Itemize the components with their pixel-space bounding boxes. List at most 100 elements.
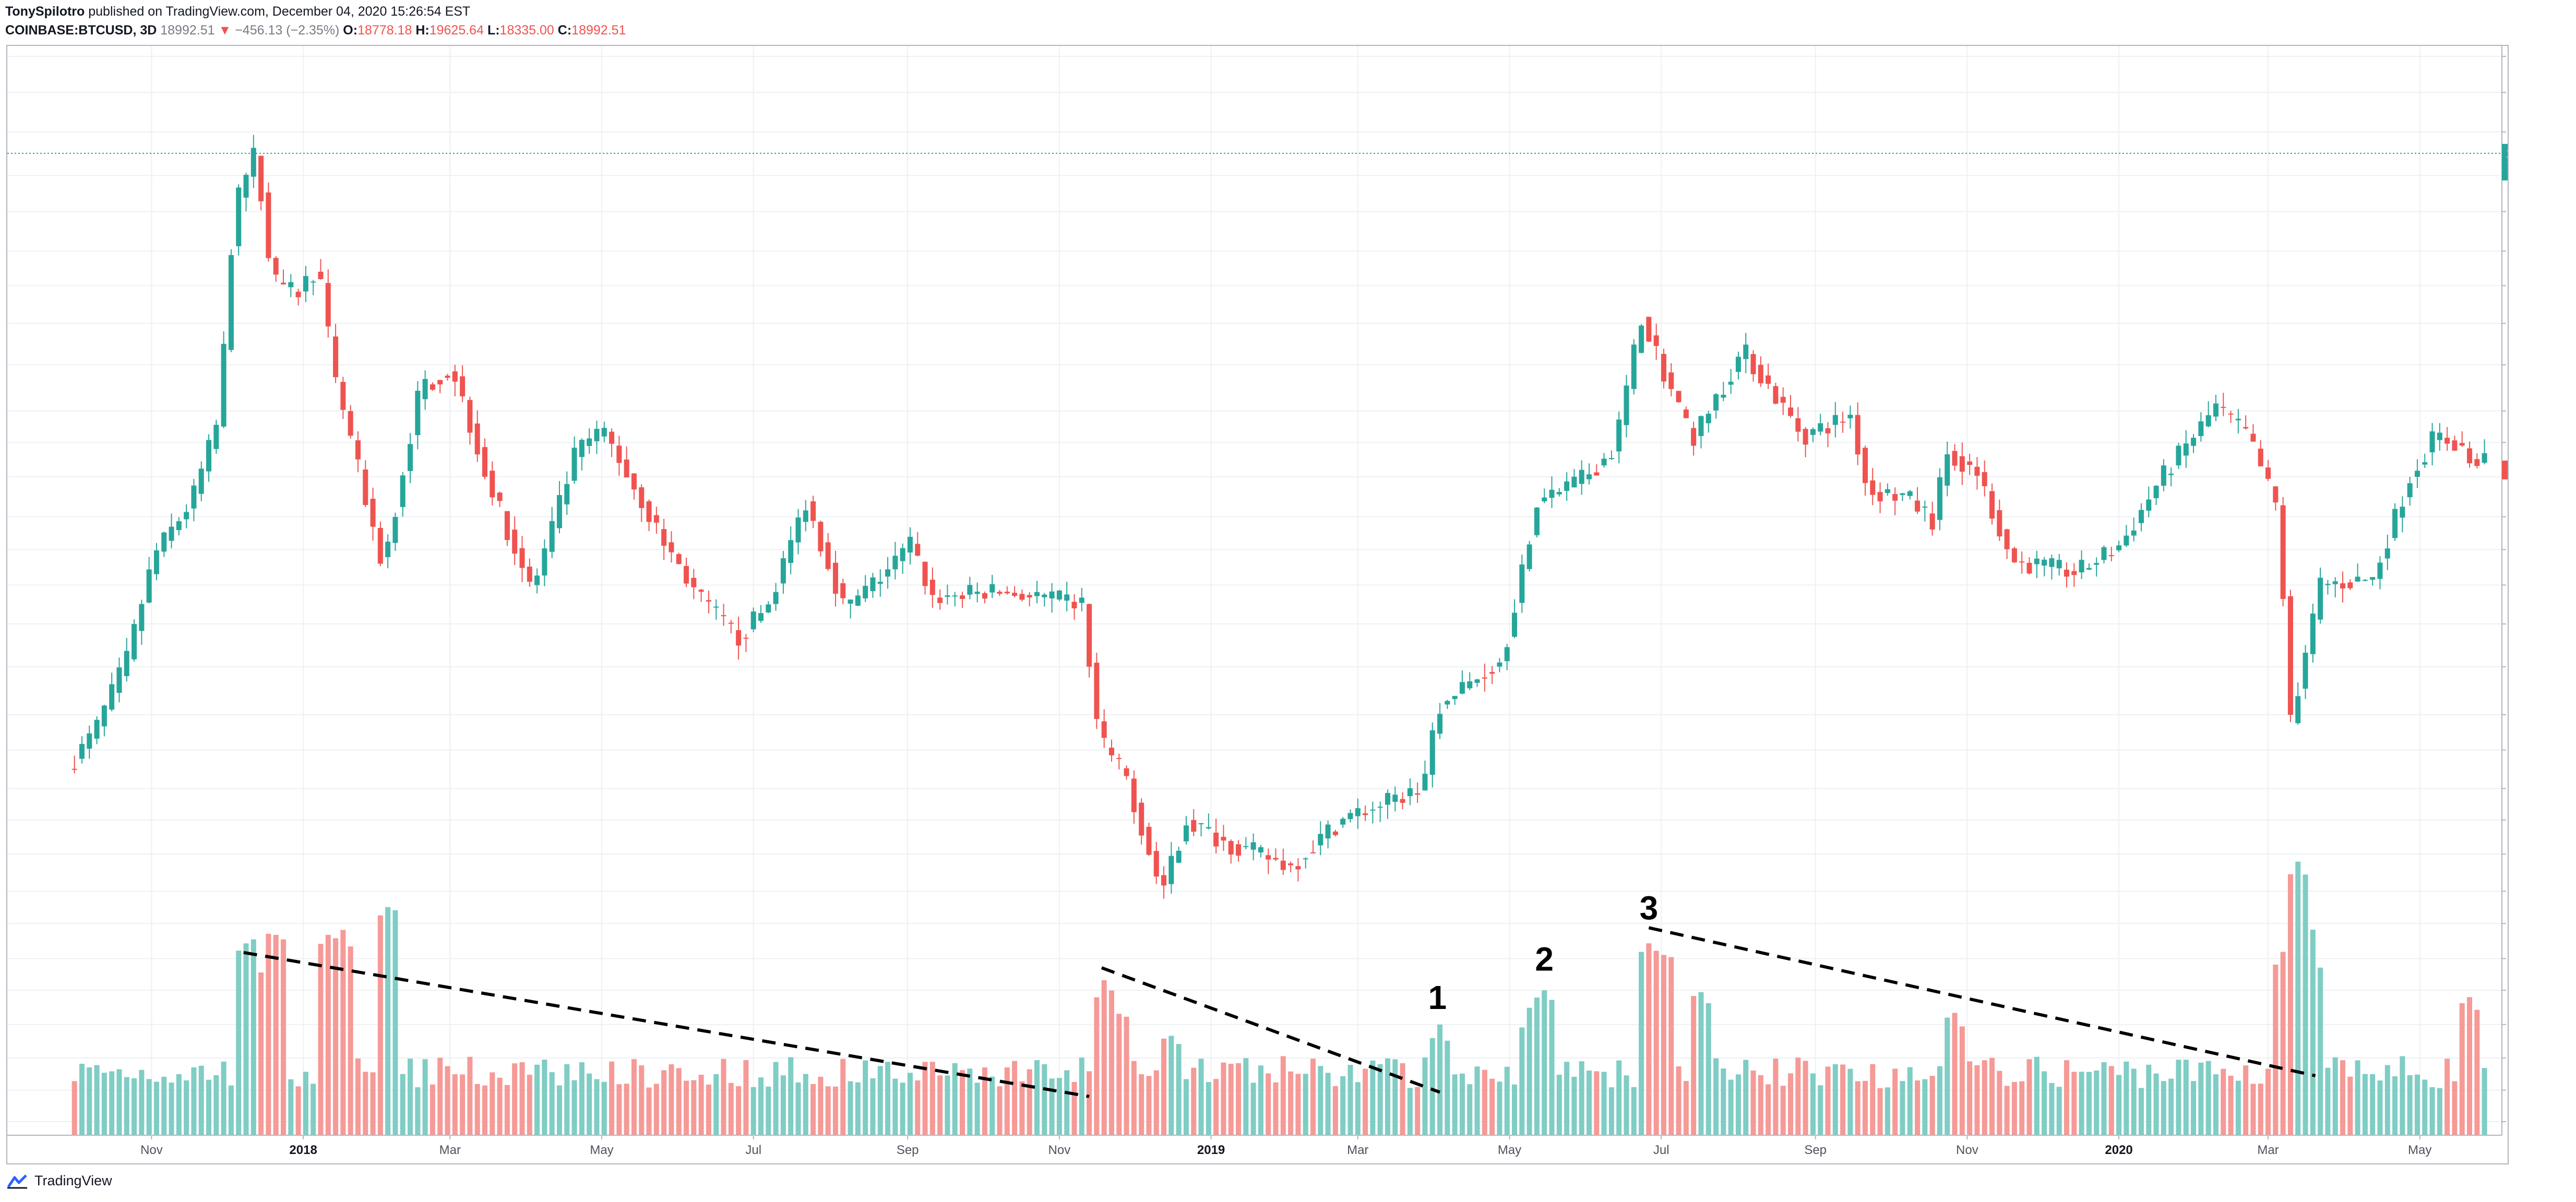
candle-body[interactable] bbox=[1549, 489, 1555, 498]
candle-body[interactable] bbox=[922, 561, 928, 586]
candle-body[interactable] bbox=[1437, 714, 1443, 734]
candle-body[interactable] bbox=[780, 558, 786, 584]
candle-body[interactable] bbox=[1526, 544, 1532, 569]
candle-body[interactable] bbox=[579, 440, 585, 458]
candle-body[interactable] bbox=[2362, 580, 2368, 581]
candle-body[interactable] bbox=[863, 586, 868, 599]
candle-body[interactable] bbox=[1042, 594, 1047, 597]
price-axis[interactable] bbox=[2502, 46, 2508, 1135]
candle-body[interactable] bbox=[1258, 847, 1263, 852]
candle-body[interactable] bbox=[288, 282, 294, 287]
candle-body[interactable] bbox=[929, 580, 935, 595]
candle-body[interactable] bbox=[184, 512, 189, 520]
candle-body[interactable] bbox=[2108, 555, 2114, 557]
candle-body[interactable] bbox=[1631, 344, 1637, 389]
candle-body[interactable] bbox=[2049, 558, 2055, 567]
candle-body[interactable] bbox=[1459, 682, 1465, 694]
candle-body[interactable] bbox=[631, 473, 637, 490]
candle-body[interactable] bbox=[818, 522, 824, 551]
candle-body[interactable] bbox=[2019, 561, 2025, 563]
candle-body[interactable] bbox=[795, 517, 801, 543]
chart-area[interactable]: 24000.0022000.0020000.0018000.0016500.00… bbox=[6, 45, 2509, 1164]
candle-body[interactable] bbox=[721, 615, 726, 617]
candle-body[interactable] bbox=[87, 733, 92, 749]
candle-body[interactable] bbox=[1982, 472, 1987, 486]
candle-body[interactable] bbox=[937, 597, 943, 603]
candle-body[interactable] bbox=[1228, 841, 1234, 855]
candle-body[interactable] bbox=[1847, 415, 1853, 418]
candle-body[interactable] bbox=[758, 613, 764, 621]
candle-body[interactable] bbox=[169, 526, 174, 541]
candle-body[interactable] bbox=[2273, 486, 2279, 503]
candle-body[interactable] bbox=[900, 548, 905, 561]
candle-body[interactable] bbox=[2340, 583, 2345, 588]
candle-body[interactable] bbox=[1019, 594, 1025, 600]
candle-body[interactable] bbox=[2205, 415, 2211, 427]
candle-body[interactable] bbox=[1392, 795, 1398, 802]
candle-body[interactable] bbox=[392, 516, 398, 543]
candle-body[interactable] bbox=[2235, 418, 2241, 420]
candle-body[interactable] bbox=[2191, 438, 2197, 446]
candle-body[interactable] bbox=[1825, 428, 1831, 434]
symbol-label[interactable]: COINBASE:BTCUSD, 3D bbox=[5, 23, 157, 38]
candle-body[interactable] bbox=[1183, 825, 1189, 842]
candle-body[interactable] bbox=[139, 604, 145, 631]
candle-body[interactable] bbox=[564, 484, 570, 504]
candle-body[interactable] bbox=[1415, 793, 1421, 795]
candle-body[interactable] bbox=[1310, 852, 1316, 854]
candle-body[interactable] bbox=[2183, 443, 2189, 456]
candle-body[interactable] bbox=[1429, 730, 1435, 775]
candle-body[interactable] bbox=[340, 381, 346, 410]
candle-body[interactable] bbox=[273, 258, 279, 275]
candle-body[interactable] bbox=[1489, 672, 1495, 674]
candle-body[interactable] bbox=[318, 271, 324, 279]
candle-body[interactable] bbox=[2116, 545, 2122, 550]
candle-body[interactable] bbox=[1586, 474, 1592, 479]
candle-body[interactable] bbox=[2079, 560, 2084, 573]
candle-body[interactable] bbox=[295, 292, 301, 297]
candle-body[interactable] bbox=[2071, 571, 2077, 575]
candle-body[interactable] bbox=[1967, 461, 1973, 465]
candle-body[interactable] bbox=[1153, 851, 1159, 877]
candle-body[interactable] bbox=[124, 651, 129, 676]
candle-body[interactable] bbox=[1198, 823, 1204, 824]
candle-body[interactable] bbox=[2429, 431, 2435, 453]
candle-body[interactable] bbox=[1832, 415, 1838, 425]
candle-body[interactable] bbox=[1564, 481, 1570, 491]
candle-body[interactable] bbox=[1818, 423, 1823, 432]
candle-body[interactable] bbox=[706, 600, 711, 602]
candle-body[interactable] bbox=[1616, 419, 1622, 452]
candle-body[interactable] bbox=[1101, 721, 1107, 738]
candle-body[interactable] bbox=[2452, 440, 2458, 451]
candle-body[interactable] bbox=[646, 501, 652, 522]
annotation-label[interactable]: 1 bbox=[1428, 979, 1447, 1016]
annotation-label[interactable]: 2 bbox=[1535, 940, 1554, 978]
candle-body[interactable] bbox=[228, 255, 234, 350]
candle-body[interactable] bbox=[1929, 513, 1935, 530]
candle-body[interactable] bbox=[2325, 584, 2331, 585]
candle-body[interactable] bbox=[967, 585, 973, 595]
candle-body[interactable] bbox=[2287, 596, 2293, 715]
candle-body[interactable] bbox=[534, 575, 540, 585]
candle-body[interactable] bbox=[71, 768, 77, 770]
candle-body[interactable] bbox=[676, 554, 682, 564]
candle-body[interactable] bbox=[1885, 489, 1890, 493]
candle-body[interactable] bbox=[1236, 844, 1242, 856]
candle-body[interactable] bbox=[661, 529, 667, 546]
candle-body[interactable] bbox=[1474, 679, 1480, 683]
candle-body[interactable] bbox=[2138, 510, 2144, 523]
candle-body[interactable] bbox=[2064, 569, 2070, 577]
candle-body[interactable] bbox=[1997, 510, 2002, 537]
candle-body[interactable] bbox=[2168, 473, 2174, 475]
candle-body[interactable] bbox=[1161, 875, 1167, 886]
candle-body[interactable] bbox=[1363, 813, 1368, 815]
annotation-label[interactable]: 3 bbox=[1640, 889, 1659, 927]
candle-body[interactable] bbox=[2086, 568, 2092, 570]
price-chart[interactable]: 24000.0022000.0020000.0018000.0016500.00… bbox=[7, 46, 2508, 1163]
candle-body[interactable] bbox=[1280, 860, 1286, 870]
candle-body[interactable] bbox=[2213, 403, 2219, 417]
candle-body[interactable] bbox=[1303, 858, 1308, 860]
candle-body[interactable] bbox=[1146, 826, 1152, 855]
candle-body[interactable] bbox=[556, 495, 562, 528]
candle-body[interactable] bbox=[1594, 472, 1600, 476]
